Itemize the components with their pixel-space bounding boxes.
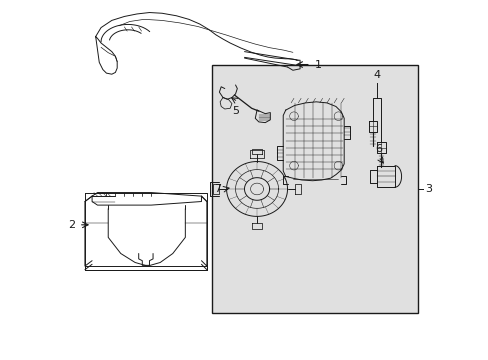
Text: 6: 6 <box>375 144 382 154</box>
Text: 7: 7 <box>214 184 221 194</box>
Text: 3: 3 <box>424 184 431 194</box>
Text: 1: 1 <box>314 59 321 69</box>
Text: 4: 4 <box>373 70 380 80</box>
Bar <box>212 65 418 313</box>
Text: 2: 2 <box>68 220 75 230</box>
Text: 5: 5 <box>232 106 239 116</box>
